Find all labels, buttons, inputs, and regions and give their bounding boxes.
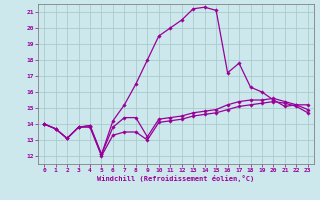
X-axis label: Windchill (Refroidissement éolien,°C): Windchill (Refroidissement éolien,°C) [97,175,255,182]
